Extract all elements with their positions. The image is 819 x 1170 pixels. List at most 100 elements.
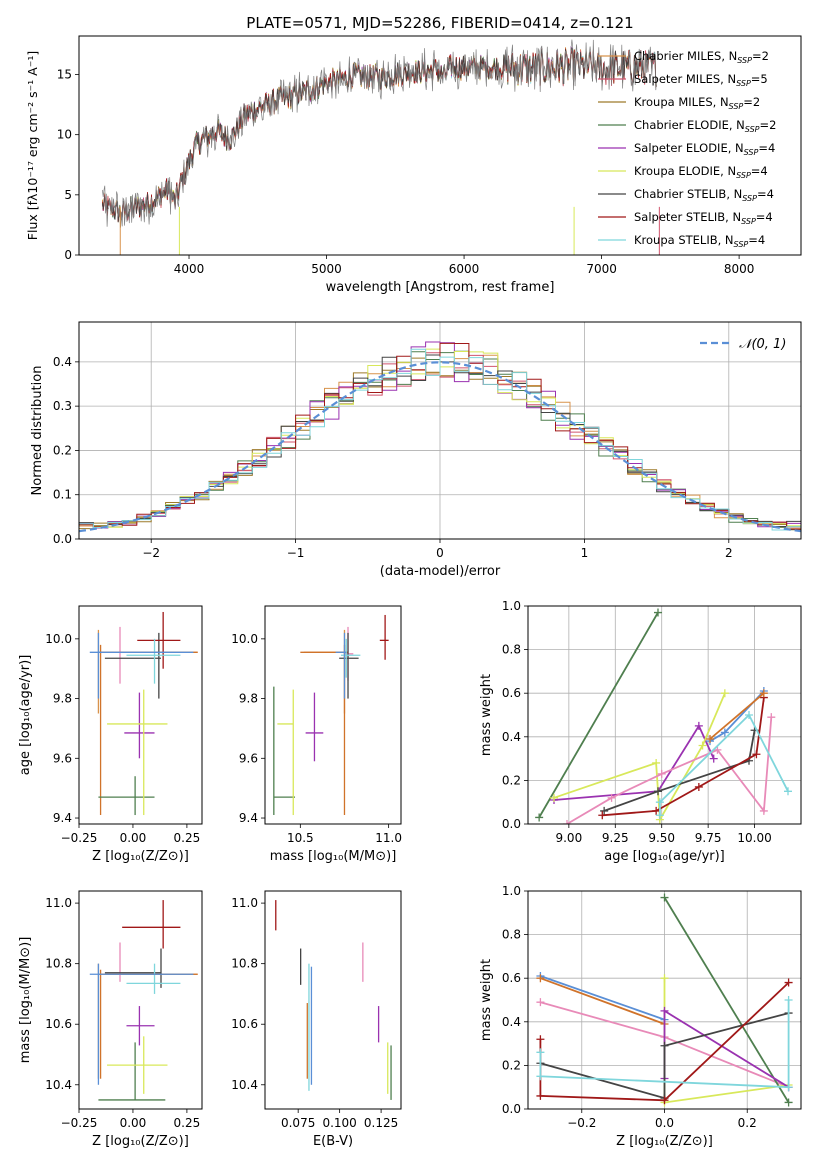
x-tick-label: −1 <box>287 546 305 560</box>
axes-frame <box>78 321 802 540</box>
weight-marker <box>767 713 776 722</box>
panel-4: 9.00 9.25 9.50 9.75 10.00 0.0 0.2 0.4 0.6 0.8 1.0 a… <box>479 599 802 864</box>
y-tick-label: 0.3 <box>53 399 72 413</box>
legend-entry-5: Kroupa ELODIE, NSSP=4 <box>634 164 768 180</box>
weight-line-4 <box>603 730 756 812</box>
weight-line-1 <box>553 723 715 801</box>
weight-marker <box>536 1091 545 1100</box>
weight-marker <box>709 754 718 763</box>
y-tick-label: 9.4 <box>239 811 258 825</box>
x-axis-label: mass [log₁₀(M/M⊙)] <box>270 849 397 864</box>
error-point-0 <box>97 963 198 1079</box>
panel-5-plot-area <box>89 900 198 1101</box>
y-tick-label: 0 <box>64 248 72 262</box>
error-point-9 <box>89 632 194 699</box>
error-point-5 <box>107 689 168 816</box>
axes-frame <box>78 35 802 256</box>
y-tick-label: 10.6 <box>231 1017 258 1031</box>
weight-marker <box>550 793 558 802</box>
weight-marker <box>657 769 666 778</box>
panel-2-plot-area <box>89 611 198 816</box>
weight-marker <box>536 998 545 1007</box>
y-tick-label: 0.1 <box>53 488 72 502</box>
y-axis-label: mass weight <box>479 959 494 1041</box>
panel-4-plot-area <box>528 606 801 824</box>
error-point-2 <box>99 644 198 816</box>
y-tick-label: 9.6 <box>53 751 72 765</box>
x-tick-label: 2 <box>725 546 733 560</box>
error-point-3 <box>98 776 155 816</box>
panel-1-plot-area <box>79 322 801 539</box>
error-point-0 <box>97 629 198 714</box>
weight-marker <box>660 974 669 983</box>
axes-frame <box>78 605 203 825</box>
observed-spectrum <box>102 39 657 228</box>
weight-marker <box>660 893 669 902</box>
x-tick-label: 7000 <box>586 262 617 276</box>
weight-line-0 <box>540 975 665 1021</box>
error-point-2 <box>300 644 349 816</box>
error-point-6 <box>339 632 359 699</box>
weight-marker <box>655 811 664 820</box>
error-point-7 <box>122 900 181 949</box>
axes-frame <box>264 890 402 1110</box>
axes-frame <box>527 890 802 1110</box>
y-tick-label: 5 <box>64 188 72 202</box>
y-tick-label: 0.2 <box>502 773 521 787</box>
histogram-series-8 <box>79 348 801 531</box>
panel-3-plot-area <box>273 614 389 816</box>
error-point-4 <box>305 692 324 762</box>
x-tick-label: 9.25 <box>602 831 629 845</box>
legend-entry-4: Salpeter ELODIE, NSSP=4 <box>634 141 775 157</box>
x-tick-label: 0.2 <box>738 1116 757 1130</box>
y-tick-label: 10.4 <box>45 1078 72 1092</box>
weight-marker <box>759 806 768 815</box>
weight-marker <box>784 1083 793 1092</box>
y-tick-label: 0.2 <box>502 1058 521 1072</box>
y-tick-label: 10.0 <box>231 632 258 646</box>
y-tick-label: 0.4 <box>502 730 521 744</box>
weight-marker <box>720 728 729 737</box>
y-axis-label: Flux [fλ10⁻¹⁷ erg cm⁻² s⁻¹ A⁻¹] <box>25 51 40 240</box>
x-tick-label: 10.00 <box>737 831 771 845</box>
x-axis-label: Z [log₁₀(Z/Z⊙)] <box>92 1134 189 1149</box>
x-tick-label: 1 <box>581 546 589 560</box>
y-axis-label: Normed distribution <box>30 366 45 496</box>
weight-marker <box>784 787 792 796</box>
error-point-5 <box>107 1036 168 1094</box>
x-axis-label: (data-model)/error <box>380 564 501 579</box>
weight-marker <box>706 734 714 743</box>
weight-marker <box>535 813 544 822</box>
error-point-6 <box>104 632 161 699</box>
weight-line-6 <box>659 713 789 816</box>
y-tick-label: 10.8 <box>45 957 72 971</box>
y-axis-label: age [log₁₀(age/yr)] <box>18 655 33 776</box>
weight-marker <box>745 711 753 719</box>
y-tick-label: 0.0 <box>53 532 72 546</box>
panel-6-plot-area <box>275 900 392 1100</box>
weight-marker <box>536 1048 545 1057</box>
panel-3: 10.5 11.0 9.4 9.6 9.8 10.0 mass [log₁₀(M/M⊙)] <box>231 605 402 864</box>
axes-frame <box>78 890 203 1110</box>
y-tick-label: 0.4 <box>53 355 72 369</box>
y-tick-label: 9.6 <box>239 751 258 765</box>
weight-line-3 <box>663 897 790 1103</box>
legend-entry-6: Chabrier STELIB, NSSP=4 <box>634 187 774 203</box>
error-point-2 <box>99 969 198 1079</box>
x-tick-label: 6000 <box>449 262 480 276</box>
error-point-7 <box>137 611 181 669</box>
weight-marker <box>600 806 609 815</box>
y-tick-label: 10 <box>57 128 72 142</box>
weight-marker <box>784 1098 793 1107</box>
normal-curve <box>79 361 801 533</box>
y-axis-label: mass weight <box>479 674 494 756</box>
weight-marker <box>660 1041 669 1050</box>
weight-marker <box>536 974 545 983</box>
weight-line-0 <box>538 612 659 818</box>
weight-line-5 <box>663 1009 790 1088</box>
weight-line-8 <box>539 1000 790 1089</box>
x-axis-label: Z [log₁₀(Z/Z⊙)] <box>92 849 189 864</box>
x-tick-label: 4000 <box>174 262 205 276</box>
x-tick-label: −0.25 <box>61 831 98 845</box>
y-tick-label: 11.0 <box>231 896 258 910</box>
